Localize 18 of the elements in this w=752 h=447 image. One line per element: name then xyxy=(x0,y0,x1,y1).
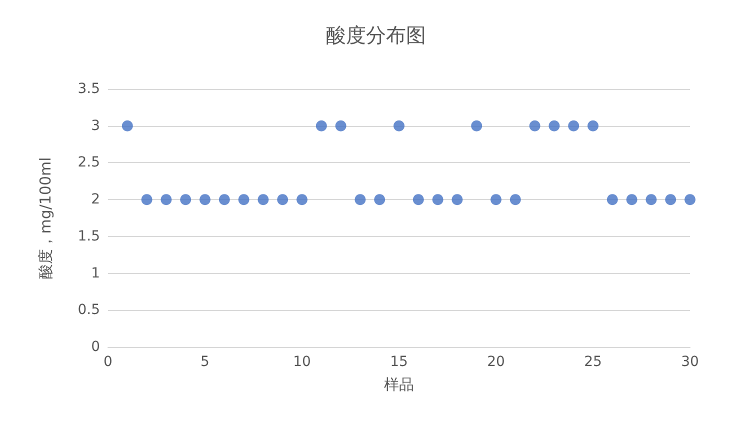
x-tick-label: 25 xyxy=(584,354,602,370)
y-tick-label: 2 xyxy=(91,192,100,208)
x-tick-label: 5 xyxy=(200,354,210,370)
y-tick-label: 3.5 xyxy=(78,81,100,97)
y-tick-label: 0 xyxy=(91,339,100,355)
x-axis-title: 样品 xyxy=(384,376,414,394)
y-axis-title: 酸度，mg/100ml xyxy=(36,157,54,279)
x-tick-label: 10 xyxy=(293,354,311,370)
x-tick-label: 0 xyxy=(104,354,112,370)
x-tick-label: 15 xyxy=(390,354,408,370)
x-tick-label: 30 xyxy=(681,354,699,370)
y-tick-label: 3 xyxy=(91,118,100,134)
y-tick-label: 2.5 xyxy=(78,154,100,171)
y-tick-label: 1 xyxy=(91,265,100,282)
x-tick-label: 20 xyxy=(487,354,505,370)
y-tick-label: 1.5 xyxy=(78,228,100,244)
chart-title: 酸度分布图 xyxy=(326,23,426,47)
y-tick-label: 0.5 xyxy=(78,302,100,318)
